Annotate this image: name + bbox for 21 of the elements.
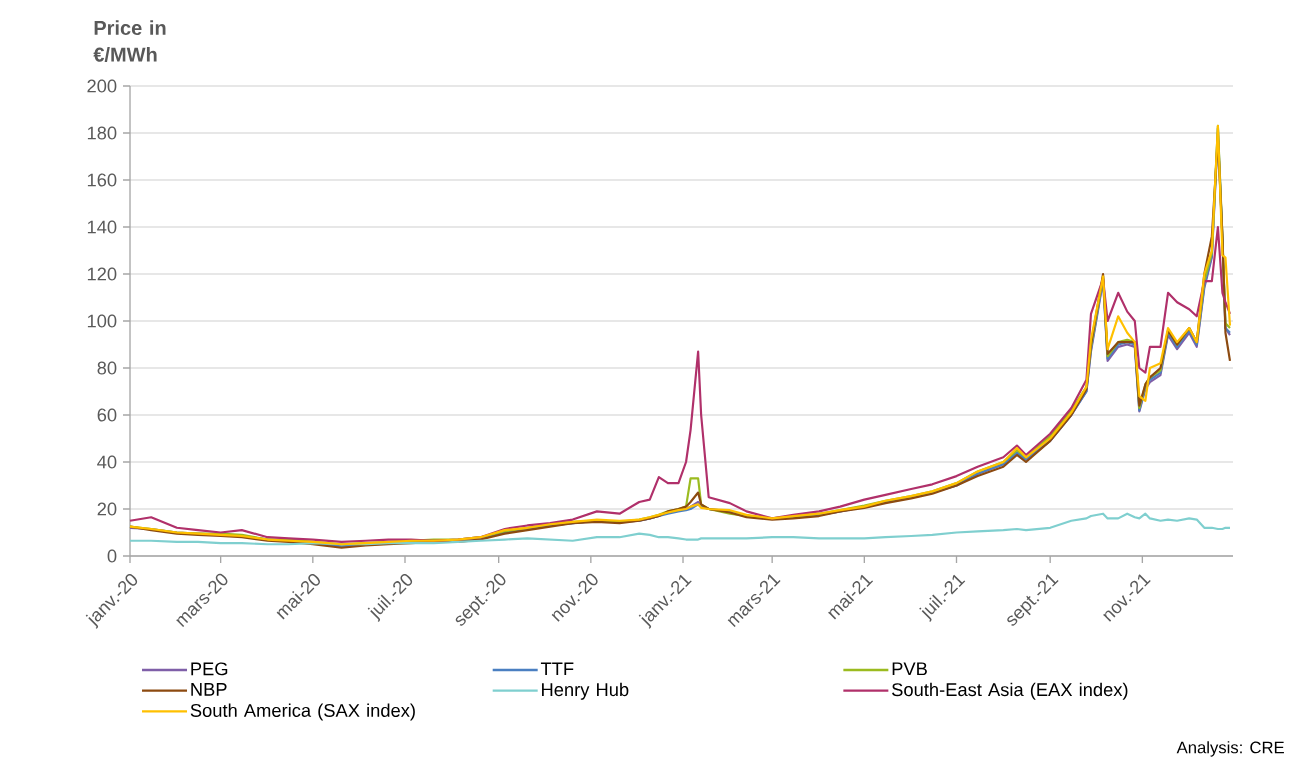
- y-tick-label: 80: [97, 361, 117, 375]
- line-series: [128, 225, 1232, 543]
- legend-label: South America (SAX index): [190, 703, 415, 721]
- y-tick-label: 140: [87, 220, 117, 234]
- y-tick-label: 20: [97, 502, 117, 516]
- legend-label: South-East Asia (EAX index): [892, 682, 1128, 700]
- y-axis-title: Price in €/MWh: [93, 20, 166, 62]
- text: Analysis: CRE: [1176, 741, 1284, 757]
- y-tick-label: 120: [87, 267, 117, 281]
- legend-label: NBP: [191, 683, 227, 696]
- legend-label: PVB: [892, 662, 927, 676]
- y-tick-label: 0: [107, 549, 117, 563]
- y-tick-label: 60: [97, 408, 117, 422]
- y-tick-label: 40: [97, 455, 117, 469]
- y-tick-label: 200: [87, 79, 117, 93]
- legend-label: Henry Hub: [542, 682, 629, 700]
- y-tick-label: 160: [87, 173, 117, 187]
- y-tick-label: 100: [87, 314, 117, 328]
- y-tick-label: 180: [87, 126, 117, 140]
- legend-label: TTF: [540, 662, 574, 676]
- legend-label: PEG: [191, 662, 228, 676]
